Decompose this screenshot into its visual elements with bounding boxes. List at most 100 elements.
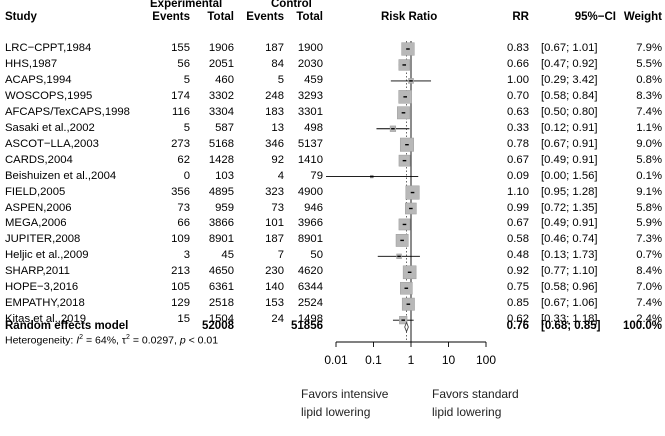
ctrl-total: 1410 (297, 153, 323, 166)
heterogeneity-text: Heterogeneity: I2 = 64%, τ2 = 0.0297, p … (5, 334, 218, 347)
ci-value: [0.67; 1.06] (541, 297, 598, 310)
rr-value: 0.70 (507, 89, 529, 102)
exp-events: 109 (171, 233, 190, 246)
exp-events: 15 (177, 313, 190, 326)
study-name: FIELD,2005 (5, 185, 66, 198)
study-name: Heljic et al.,2009 (5, 249, 89, 262)
exp-events: 0 (183, 169, 190, 182)
ctrl-events: 73 (271, 201, 284, 214)
exp-total: 103 (215, 169, 234, 182)
ci-value: [0.12; 0.91] (541, 121, 598, 134)
summary-ci: [0.68; 0.85] (541, 320, 601, 332)
i2-sup: 2 (79, 334, 84, 341)
rr-value: 0.99 (507, 201, 529, 214)
ctrl-total: 5137 (297, 137, 323, 150)
ci-value: [0.33; 1.18] (541, 313, 598, 326)
ctrl-events: 4 (277, 169, 284, 182)
ctrl-events: 13 (271, 121, 284, 134)
study-name: Beishuizen et al.,2004 (5, 169, 117, 182)
exp-total: 4895 (208, 185, 234, 198)
ctrl-total: 3293 (297, 89, 323, 102)
ci-value: [0.72; 1.35] (541, 201, 598, 214)
weight-value: 5.8% (636, 153, 662, 166)
exp-total: 1504 (208, 313, 234, 326)
ci-value: [0.47; 0.92] (541, 57, 598, 70)
header-ci: 95%−CI (574, 11, 616, 23)
ci-value: [0.95; 1.28] (541, 185, 598, 198)
exp-total: 460 (215, 73, 234, 86)
weight-value: 1.1% (636, 121, 662, 134)
study-name: LRC−CPPT,1984 (5, 42, 92, 54)
favors-left-line2: lipid lowering (301, 405, 371, 419)
weight-value: 8.3% (636, 89, 662, 102)
weight-value: 0.8% (636, 73, 662, 86)
favors-right-line1: Favors standard (432, 387, 519, 401)
study-name: JUPITER,2008 (5, 233, 81, 246)
exp-events: 356 (171, 185, 190, 198)
rr-value: 0.63 (507, 105, 529, 118)
exp-total: 1906 (208, 42, 234, 54)
x-tick-label: 100 (476, 353, 496, 367)
ctrl-total: 4900 (297, 185, 323, 198)
ctrl-events: 92 (271, 153, 284, 166)
rr-value: 0.83 (507, 42, 529, 54)
ctrl-total: 498 (304, 121, 323, 134)
tau-sup: 2 (126, 334, 130, 341)
exp-events: 155 (171, 42, 190, 54)
ci-value: [0.46; 0.74] (541, 233, 598, 246)
ctrl-events: 183 (265, 105, 284, 118)
study-name: ACAPS,1994 (5, 73, 72, 86)
rr-value: 0.85 (507, 297, 529, 310)
header-weight: Weight (623, 11, 662, 23)
exp-events: 116 (171, 105, 190, 118)
header-ctrl-events: Events (246, 11, 284, 23)
ctrl-total: 2030 (297, 57, 323, 70)
exp-events: 105 (171, 281, 190, 294)
study-name: ASPEN,2006 (5, 201, 72, 214)
ctrl-events: 248 (265, 89, 284, 102)
study-name: AFCAPS/TexCAPS,1998 (5, 105, 130, 118)
exp-total: 3866 (208, 217, 234, 230)
weight-value: 5.5% (636, 57, 662, 70)
weight-value: 7.3% (636, 233, 662, 246)
rr-value: 1.10 (507, 185, 529, 198)
exp-total: 6361 (208, 281, 234, 294)
exp-events: 5 (183, 73, 190, 86)
summary-label: Random effects model (5, 320, 129, 332)
weight-value: 9.1% (636, 185, 662, 198)
study-name: ASCOT−LLA,2003 (5, 137, 99, 150)
study-name: WOSCOPS,1995 (5, 89, 93, 102)
header-risk-ratio: Risk Ratio (381, 11, 438, 23)
ctrl-events: 187 (265, 42, 284, 54)
x-tick-label: 1 (408, 353, 415, 367)
rr-value: 0.78 (507, 137, 529, 150)
ci-value: [0.58; 0.84] (541, 89, 598, 102)
exp-events: 5 (183, 121, 190, 134)
ctrl-total: 4620 (297, 265, 323, 278)
exp-events: 62 (177, 153, 190, 166)
rr-value: 0.09 (507, 169, 529, 182)
weight-value: 2.4% (636, 313, 662, 326)
heterogeneity-prefix: Heterogeneity: (5, 334, 77, 347)
ctrl-total: 3966 (297, 217, 323, 230)
exp-total: 959 (215, 201, 234, 214)
ctrl-total: 1900 (297, 42, 323, 54)
summary-diamond (404, 321, 409, 333)
ctrl-total: 1498 (297, 313, 323, 326)
ctrl-total: 946 (304, 201, 323, 214)
summary-exp-total: 52008 (202, 320, 234, 332)
ctrl-events: 84 (271, 57, 284, 70)
ci-value: [0.58; 0.96] (541, 281, 598, 294)
ctrl-total: 50 (310, 249, 323, 262)
rr-value: 1.00 (507, 73, 529, 86)
study-name: Kitas et al.,2019 (5, 313, 87, 326)
weight-value: 7.4% (636, 105, 662, 118)
exp-total: 2518 (208, 297, 234, 310)
weight-value: 7.0% (636, 281, 662, 294)
ci-value: [0.00; 1.56] (541, 169, 598, 182)
rr-value: 0.92 (507, 265, 529, 278)
ctrl-events: 101 (265, 217, 284, 230)
ctrl-events: 24 (271, 313, 284, 326)
ctrl-events: 153 (265, 297, 284, 310)
